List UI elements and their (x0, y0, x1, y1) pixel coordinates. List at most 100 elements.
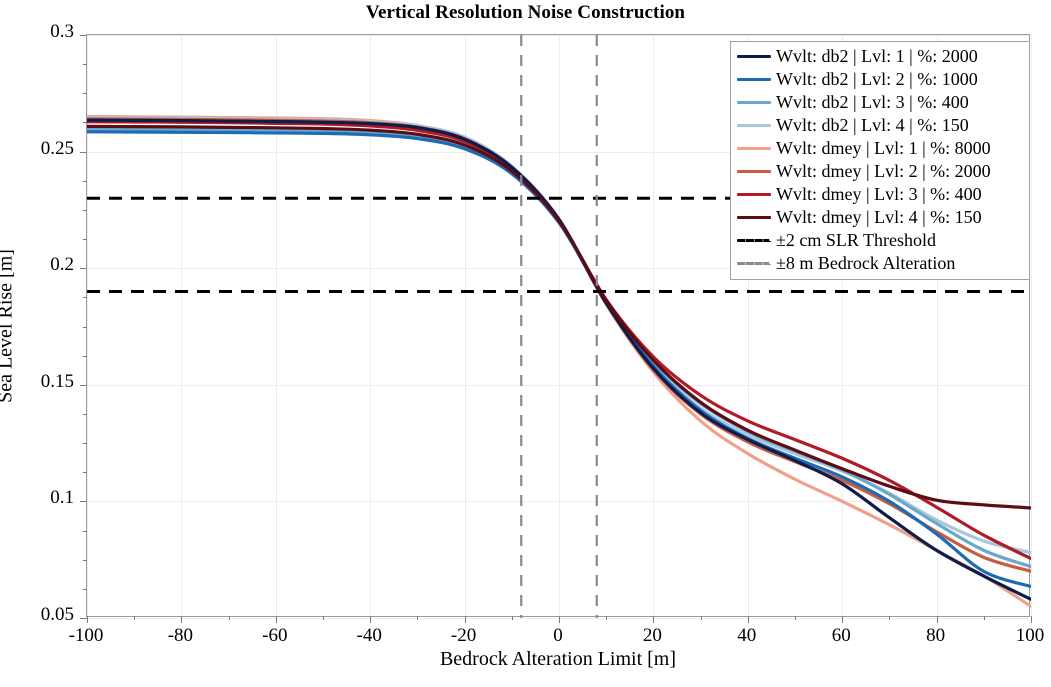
x-tick-mark-minor (229, 616, 230, 620)
x-tick-label: 80 (926, 625, 946, 646)
legend-item[interactable]: Wvlt: db2 | Lvl: 4 | %: 150 (737, 114, 1024, 137)
gridline-horizontal (87, 385, 1029, 386)
swatch-line (737, 124, 771, 127)
legend-item[interactable]: Wvlt: dmey | Lvl: 3 | %: 400 (737, 183, 1024, 206)
x-tick-label: 20 (642, 625, 662, 646)
y-tick-mark-minor (83, 93, 87, 94)
gridline-vertical (87, 35, 88, 616)
x-tick-label: -40 (356, 625, 382, 646)
series-lines (87, 115, 1031, 608)
x-tick-mark (842, 616, 843, 623)
y-tick-mark-minor (83, 356, 87, 357)
y-tick-label: 0.15 (40, 370, 74, 392)
line-swatch (737, 183, 771, 206)
y-tick-mark-minor (83, 414, 87, 415)
gridline-vertical (937, 35, 938, 616)
y-tick-mark (80, 268, 87, 269)
legend-item-label: Wvlt: dmey | Lvl: 2 | %: 2000 (776, 161, 991, 181)
y-tick-mark-minor (83, 560, 87, 561)
swatch-line (737, 101, 771, 104)
line-swatch (737, 137, 771, 160)
y-tick-label: 0.2 (50, 254, 74, 276)
x-tick-mark (87, 616, 88, 623)
legend-item-label: Wvlt: db2 | Lvl: 1 | %: 2000 (776, 46, 978, 66)
x-tick-mark (276, 616, 277, 623)
legend-item-label: Wvlt: db2 | Lvl: 2 | %: 1000 (776, 69, 978, 89)
swatch-line (737, 216, 771, 219)
y-tick-mark (80, 501, 87, 502)
x-tick-mark (181, 616, 182, 623)
x-tick-mark (559, 616, 560, 623)
y-tick-label: 0.25 (40, 137, 74, 159)
x-tick-label: 0 (553, 625, 563, 646)
swatch-line (737, 78, 771, 81)
x-tick-label: -80 (167, 625, 194, 646)
gridline-vertical (465, 35, 466, 616)
legend-item-label: Wvlt: db2 | Lvl: 4 | %: 150 (776, 115, 969, 135)
x-tick-label: -20 (450, 625, 477, 646)
x-tick-mark (370, 616, 371, 623)
x-tick-mark (748, 616, 749, 623)
y-tick-mark-minor (83, 472, 87, 473)
x-axis-title: Bedrock Alteration Limit [m] (439, 648, 677, 670)
gridline-vertical (1031, 35, 1032, 616)
legend-item[interactable]: Wvlt: db2 | Lvl: 3 | %: 400 (737, 91, 1024, 114)
gridline-horizontal (87, 152, 1029, 153)
gridline-horizontal (87, 268, 1029, 269)
legend-item[interactable]: Wvlt: dmey | Lvl: 4 | %: 150 (737, 206, 1024, 229)
legend-item[interactable]: ±8 m Bedrock Alteration (737, 252, 1024, 275)
swatch-line (737, 147, 771, 150)
line-swatch (737, 91, 771, 114)
x-tick-label: -100 (68, 625, 104, 646)
gridline-vertical (370, 35, 371, 616)
swatch-line (737, 193, 771, 196)
y-tick-mark-minor (83, 122, 87, 123)
x-tick-label: 60 (831, 625, 851, 646)
gridline-vertical (653, 35, 654, 616)
y-tick-mark-minor (83, 239, 87, 240)
x-tick-mark-minor (889, 616, 890, 620)
legend-item[interactable]: Wvlt: dmey | Lvl: 1 | %: 8000 (737, 137, 1024, 160)
gridline-horizontal (87, 501, 1029, 502)
x-tick-mark-minor (512, 616, 513, 620)
x-tick-mark-minor (417, 616, 418, 620)
gridline-horizontal (87, 35, 1029, 36)
swatch-line (737, 239, 771, 242)
legend-item[interactable]: Wvlt: dmey | Lvl: 2 | %: 2000 (737, 160, 1024, 183)
legend-item[interactable]: Wvlt: db2 | Lvl: 2 | %: 1000 (737, 68, 1024, 91)
x-tick-mark (465, 616, 466, 623)
x-tick-mark (937, 616, 938, 623)
y-tick-mark-minor (83, 181, 87, 182)
gridline-vertical (748, 35, 749, 616)
legend-item-label: ±2 cm SLR Threshold (776, 230, 937, 250)
legend-item-label: Wvlt: db2 | Lvl: 3 | %: 400 (776, 92, 969, 112)
x-tick-mark (1031, 616, 1032, 623)
line-swatch (737, 114, 771, 137)
dashed-line-swatch (737, 252, 771, 275)
y-tick-label: 0.05 (40, 604, 74, 625)
page-title: Vertical Resolution Noise Construction (365, 2, 686, 23)
x-tick-mark (653, 616, 654, 623)
y-tick-mark-minor (83, 443, 87, 444)
line-swatch (737, 160, 771, 183)
y-tick-label: 0.3 (50, 21, 74, 42)
x-tick-mark-minor (701, 616, 702, 620)
legend-item[interactable]: Wvlt: db2 | Lvl: 1 | %: 2000 (737, 45, 1024, 68)
legend[interactable]: Wvlt: db2 | Lvl: 1 | %: 2000 Wvlt: db2 | … (730, 41, 1030, 280)
line-swatch (737, 68, 771, 91)
y-tick-mark-minor (83, 531, 87, 532)
x-tick-label: 40 (737, 625, 757, 646)
legend-item-label: Wvlt: dmey | Lvl: 1 | %: 8000 (776, 138, 991, 158)
y-tick-label: 0.1 (50, 487, 74, 509)
swatch-line (737, 55, 771, 58)
series-line (87, 124, 1031, 510)
y-tick-mark (80, 152, 87, 153)
gridline-vertical (842, 35, 843, 616)
x-tick-mark-minor (984, 616, 985, 620)
swatch-line (737, 170, 771, 173)
x-tick-mark-minor (795, 616, 796, 620)
legend-item[interactable]: ±2 cm SLR Threshold (737, 229, 1024, 252)
line-swatch (737, 45, 771, 68)
gridline-vertical (181, 35, 182, 616)
